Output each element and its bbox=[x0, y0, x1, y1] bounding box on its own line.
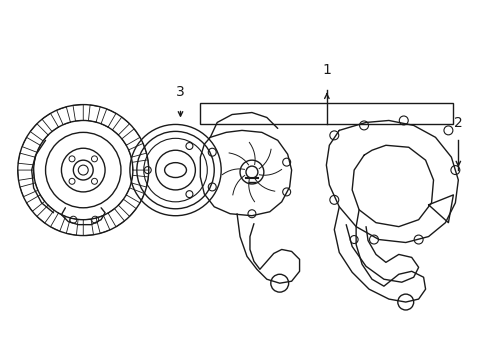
Text: 3: 3 bbox=[176, 85, 184, 99]
Text: 1: 1 bbox=[322, 63, 330, 77]
Bar bbox=[200, 103, 452, 125]
Text: 2: 2 bbox=[453, 116, 462, 130]
